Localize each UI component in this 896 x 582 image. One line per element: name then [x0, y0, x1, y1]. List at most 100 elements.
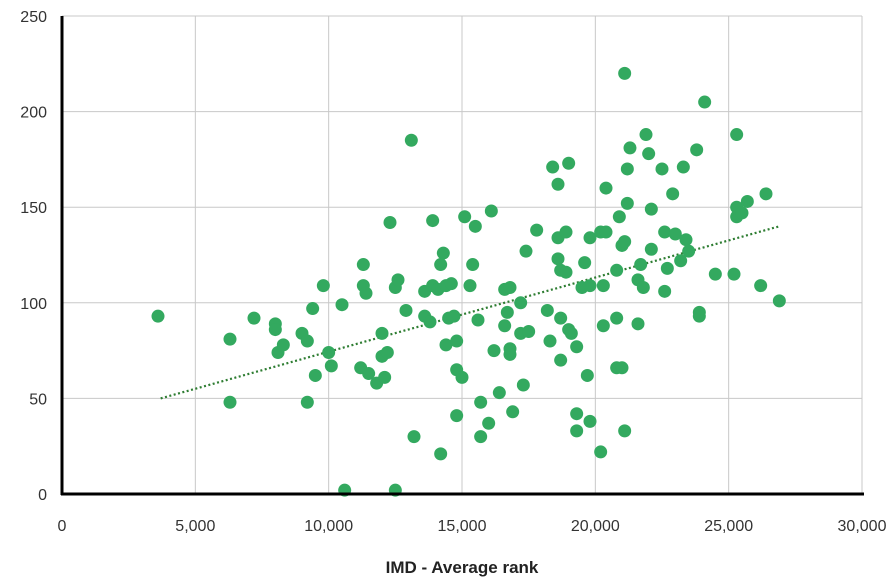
data-point [692, 309, 706, 323]
data-point [618, 235, 632, 249]
data-point [570, 424, 584, 438]
data-point [362, 367, 376, 381]
data-point [570, 340, 584, 354]
data-point [503, 347, 517, 361]
x-tick-label: 15,000 [438, 518, 487, 535]
data-point [615, 361, 629, 375]
data-point [636, 281, 650, 295]
data-point [471, 313, 485, 327]
data-point [468, 219, 482, 233]
data-point [466, 258, 480, 272]
data-point [759, 187, 773, 201]
data-point [551, 252, 565, 266]
data-point [516, 378, 530, 392]
data-point [658, 284, 672, 298]
data-point [450, 409, 464, 423]
data-point [151, 309, 165, 323]
y-tick-label: 250 [20, 9, 47, 26]
data-point [618, 66, 632, 80]
data-point [668, 227, 682, 241]
data-point [458, 210, 472, 224]
data-point [596, 279, 610, 293]
data-point [519, 244, 533, 258]
data-point [335, 298, 349, 312]
data-point [378, 370, 392, 384]
x-tick-label: 5,000 [175, 518, 215, 535]
data-point [594, 445, 608, 459]
data-point [375, 326, 389, 340]
data-point [498, 319, 512, 333]
data-point [658, 225, 672, 239]
data-point [679, 233, 693, 247]
data-point [506, 405, 520, 419]
data-point [399, 303, 413, 317]
data-point [407, 430, 421, 444]
data-point [540, 303, 554, 317]
x-tick-label: 0 [58, 518, 67, 535]
data-point [583, 231, 597, 245]
data-point [423, 315, 437, 329]
data-point [660, 261, 674, 275]
data-point [500, 305, 514, 319]
data-point [690, 143, 704, 157]
y-tick-label: 150 [20, 200, 47, 217]
data-point [644, 202, 658, 216]
data-point [530, 223, 544, 237]
data-point [578, 256, 592, 270]
data-point [434, 447, 448, 461]
data-point [682, 244, 696, 258]
data-point [447, 309, 461, 323]
y-tick-label: 50 [29, 391, 47, 408]
gridlines [62, 15, 863, 494]
data-point [391, 273, 405, 287]
data-point [580, 368, 594, 382]
data-point [727, 267, 741, 281]
trendline [160, 225, 780, 400]
data-point [324, 359, 338, 373]
data-point [276, 338, 290, 352]
data-point [599, 181, 613, 195]
data-point [503, 281, 517, 295]
data-point [247, 311, 261, 325]
data-point [444, 277, 458, 291]
data-point [730, 128, 744, 142]
trendline-group [160, 225, 780, 400]
data-point [583, 279, 597, 293]
x-tick-label: 25,000 [704, 518, 753, 535]
data-point [492, 386, 506, 400]
data-point [450, 334, 464, 348]
data-point [612, 210, 626, 224]
data-point [487, 344, 501, 358]
data-point [735, 206, 749, 220]
data-point [300, 334, 314, 348]
data-point [223, 332, 237, 346]
data-point [642, 147, 656, 161]
data-point [639, 128, 653, 142]
data-point [383, 215, 397, 229]
data-point [522, 324, 536, 338]
data-point [322, 346, 336, 360]
data-point [610, 311, 624, 325]
x-tick-label: 20,000 [571, 518, 620, 535]
data-point [772, 294, 786, 308]
data-point [514, 296, 528, 310]
data-point [583, 414, 597, 428]
data-points [151, 66, 786, 497]
data-point [554, 311, 568, 325]
data-point [316, 279, 330, 293]
y-tick-label: 200 [20, 105, 47, 122]
x-tick-label: 30,000 [838, 518, 887, 535]
data-point [439, 338, 453, 352]
data-point [631, 317, 645, 331]
data-point [380, 346, 394, 360]
data-point [708, 267, 722, 281]
data-point [564, 326, 578, 340]
data-point [434, 258, 448, 272]
data-point [474, 395, 488, 409]
data-point [620, 196, 634, 210]
data-point [599, 225, 613, 239]
axes [60, 16, 864, 496]
data-point [674, 254, 688, 268]
data-point [634, 258, 648, 272]
y-tick-label: 100 [20, 296, 47, 313]
